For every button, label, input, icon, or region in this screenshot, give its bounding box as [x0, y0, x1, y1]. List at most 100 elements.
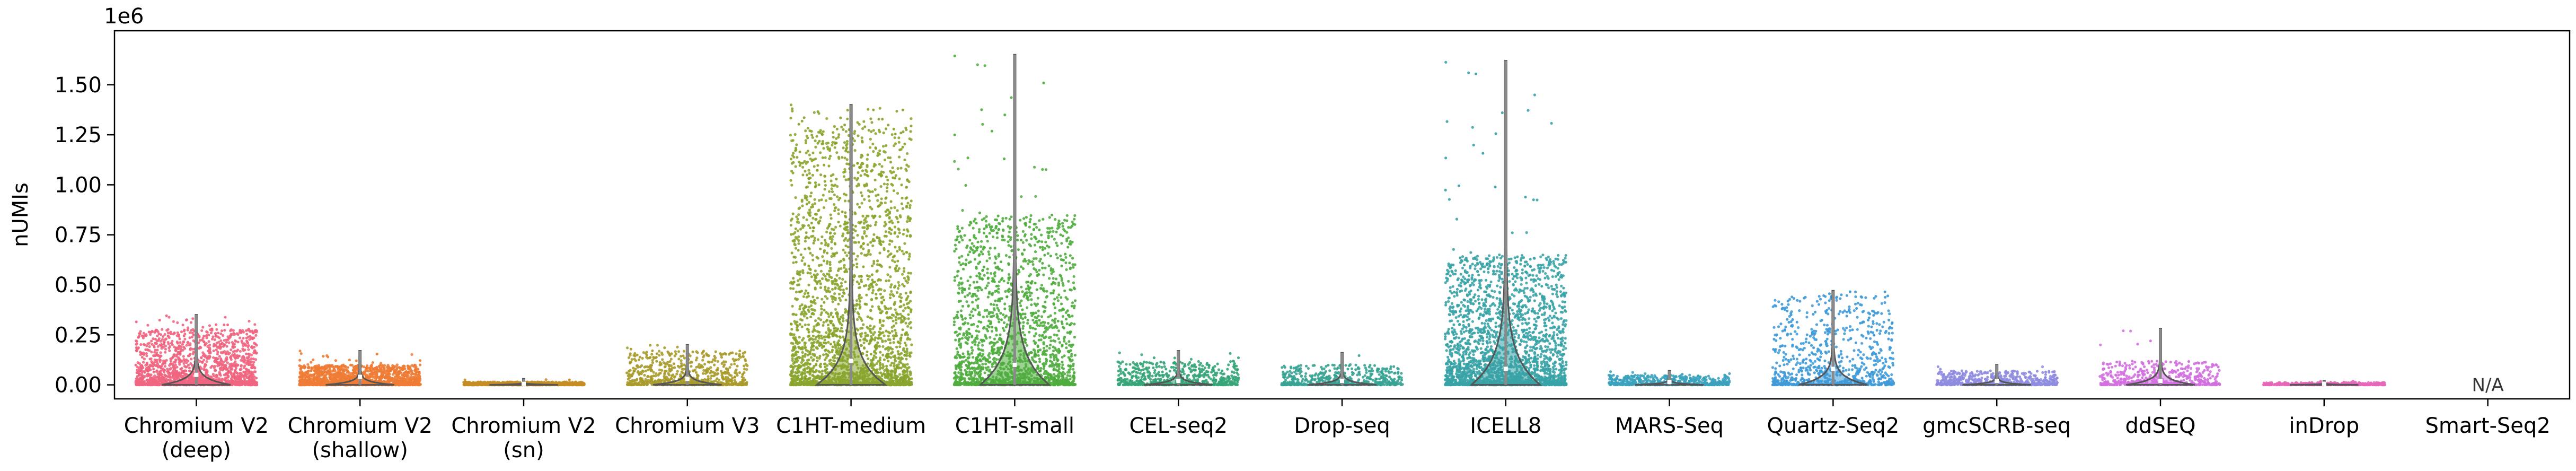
data-point: [218, 355, 221, 358]
data-point: [675, 372, 678, 376]
data-point: [403, 374, 407, 378]
data-point: [253, 323, 257, 326]
data-point: [409, 378, 412, 382]
data-point: [210, 329, 214, 332]
data-point: [147, 383, 150, 387]
data-point: [158, 360, 162, 363]
data-point: [213, 338, 216, 342]
data-point: [236, 333, 240, 336]
data-point: [822, 194, 825, 197]
data-point: [408, 381, 412, 385]
data-point: [226, 350, 229, 353]
data-point: [312, 376, 315, 380]
data-point: [224, 357, 227, 361]
data-point: [712, 371, 715, 374]
data-point: [161, 328, 164, 331]
data-point: [473, 383, 477, 386]
data-point: [351, 373, 355, 377]
data-point: [301, 366, 305, 369]
data-point: [789, 179, 792, 182]
data-point: [646, 383, 649, 386]
data-point: [642, 351, 645, 354]
data-point: [722, 365, 725, 368]
data-point: [175, 365, 179, 369]
data-point: [182, 371, 185, 374]
data-point: [167, 316, 171, 319]
data-point: [150, 339, 153, 343]
data-point: [652, 355, 655, 359]
data-point: [233, 371, 236, 374]
data-point: [645, 351, 648, 354]
data-point: [384, 376, 387, 379]
data-point: [234, 340, 237, 343]
data-point: [167, 346, 171, 350]
data-point: [709, 377, 712, 380]
data-point: [218, 377, 221, 380]
data-point: [157, 339, 160, 342]
data-point: [178, 345, 181, 348]
data-point: [236, 364, 239, 367]
data-point: [182, 340, 185, 343]
data-point: [247, 348, 250, 351]
data-point: [211, 335, 215, 338]
data-point: [403, 367, 407, 370]
data-point: [298, 359, 302, 362]
data-point: [834, 225, 837, 229]
data-point: [182, 355, 185, 358]
data-point: [646, 375, 649, 379]
data-point: [219, 332, 223, 335]
data-point: [174, 359, 178, 362]
data-point: [138, 367, 141, 370]
data-point: [215, 323, 218, 326]
data-point: [630, 374, 633, 378]
data-point: [170, 376, 173, 379]
data-point: [188, 367, 191, 370]
data-point: [232, 332, 235, 335]
data-point: [155, 342, 158, 345]
data-point: [202, 359, 206, 362]
data-point: [182, 334, 186, 337]
data-point: [225, 341, 228, 344]
data-point: [730, 383, 733, 387]
data-point: [231, 380, 234, 383]
data-point: [138, 332, 141, 335]
data-point: [149, 333, 152, 336]
data-point: [370, 364, 373, 368]
data-point: [733, 381, 736, 385]
data-point: [222, 361, 225, 364]
data-point: [227, 375, 230, 378]
data-point: [859, 191, 863, 194]
data-point: [230, 377, 233, 380]
data-point: [904, 292, 907, 295]
data-point: [227, 352, 230, 356]
data-point: [165, 314, 168, 318]
data-point: [633, 352, 637, 355]
data-point: [180, 345, 183, 348]
data-point: [224, 316, 227, 319]
data-point: [380, 376, 383, 379]
data-point: [185, 361, 188, 364]
data-point: [322, 383, 325, 386]
data-point: [639, 377, 642, 380]
data-point: [407, 368, 410, 371]
data-point: [187, 354, 190, 357]
data-point: [253, 350, 257, 353]
data-point: [741, 378, 744, 381]
data-point: [208, 324, 211, 327]
data-point: [209, 375, 213, 378]
data-point: [410, 364, 414, 367]
data-point: [136, 377, 139, 380]
data-point: [178, 363, 181, 366]
data-point: [233, 350, 236, 353]
data-point: [299, 373, 303, 377]
data-point: [702, 354, 705, 357]
data-point: [222, 334, 225, 337]
data-point: [733, 362, 736, 365]
data-point: [255, 344, 258, 347]
data-point: [214, 369, 217, 372]
data-point: [167, 372, 171, 375]
data-point: [867, 195, 870, 198]
data-point: [890, 329, 894, 333]
data-point: [216, 351, 219, 354]
data-point: [202, 368, 206, 371]
